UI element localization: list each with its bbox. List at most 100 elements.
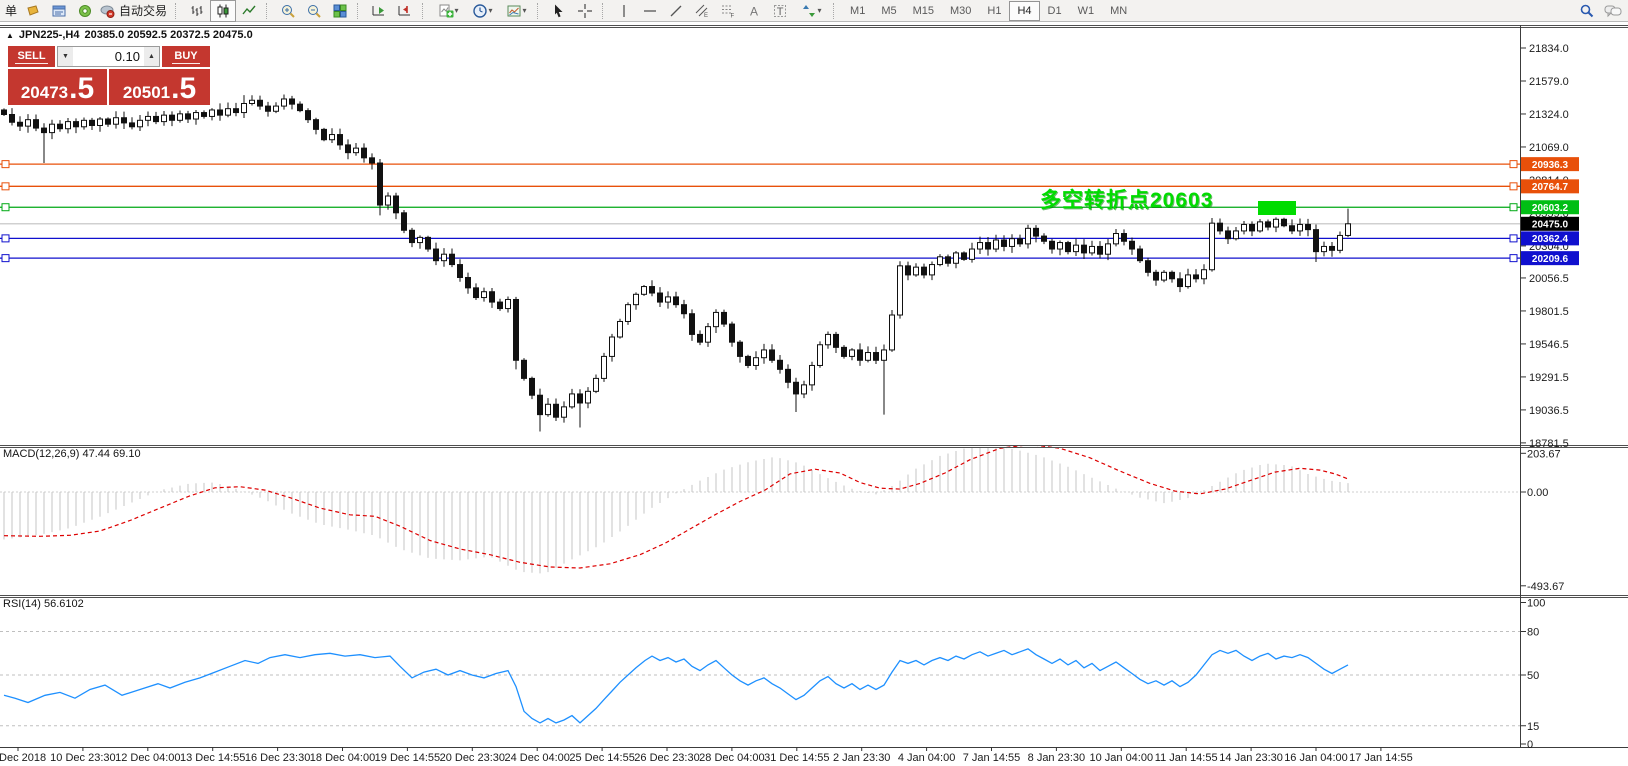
market-watch-icon <box>52 5 66 16</box>
cursor-button[interactable] <box>546 0 572 22</box>
volume-input[interactable] <box>73 47 144 66</box>
autotrading-button[interactable]: 自动交易 <box>98 0 171 22</box>
toolbar: 单 自动交易 ▾ ▾ <box>0 0 1628 22</box>
chart-symbol-period: JPN225-,H4 <box>18 29 80 41</box>
svg-text:16 Jan 04:00: 16 Jan 04:00 <box>1284 752 1348 764</box>
svg-text:25 Dec 14:55: 25 Dec 14:55 <box>569 752 634 764</box>
svg-text:17 Jan 14:55: 17 Jan 14:55 <box>1349 752 1413 764</box>
svg-text:21579.0: 21579.0 <box>1529 76 1569 88</box>
svg-text:19036.5: 19036.5 <box>1529 405 1569 417</box>
zoom-out-icon <box>308 4 321 18</box>
timeframe-button-h4[interactable]: H4 <box>1009 0 1040 21</box>
svg-text:20936.3: 20936.3 <box>1532 160 1569 171</box>
svg-text:50: 50 <box>1527 670 1539 682</box>
timeframe-button-w1[interactable]: W1 <box>1077 4 1095 17</box>
timeframe-button-h1[interactable]: H1 <box>987 4 1002 17</box>
cursor-icon <box>555 4 563 17</box>
axes: 21834.021579.021324.021069.020814.020559… <box>0 25 1628 764</box>
svg-text:19 Dec 14:55: 19 Dec 14:55 <box>375 752 440 764</box>
svg-text:0: 0 <box>1527 739 1533 751</box>
svg-text:A: A <box>750 4 758 18</box>
chart-ohlc-values: 20385.0 20592.5 20372.5 20475.0 <box>84 29 253 41</box>
svg-text:24 Dec 04:00: 24 Dec 04:00 <box>504 752 569 764</box>
search-icon <box>1580 4 1594 17</box>
svg-text:19291.5: 19291.5 <box>1529 372 1569 384</box>
clock-icon <box>472 3 487 18</box>
timeframe-button-mn[interactable]: MN <box>1110 4 1128 17</box>
zoom-out-button[interactable] <box>301 0 327 22</box>
svg-text:20362.4: 20362.4 <box>1532 234 1569 245</box>
text-label-button[interactable]: T <box>767 0 793 22</box>
buy-button-label: BUY <box>172 49 200 64</box>
timeframe-button-m30[interactable]: M30 <box>950 4 972 17</box>
svg-text:7 Dec 2018: 7 Dec 2018 <box>0 752 46 764</box>
chevron-down-icon: ▾ <box>488 5 493 15</box>
collapse-triangle-icon[interactable]: ▲ <box>6 30 14 40</box>
signals-button[interactable] <box>72 0 98 22</box>
volume-decrease-button[interactable]: ▼ <box>58 47 73 66</box>
timeframe-button-m15[interactable]: M15 <box>912 4 934 17</box>
macd-pane <box>0 446 1520 574</box>
chat-icon <box>1604 5 1622 17</box>
sell-price-button[interactable]: 20473 .5 <box>8 69 107 105</box>
chart-shift-icon <box>398 5 411 15</box>
chart-shift-button[interactable] <box>392 0 418 22</box>
zoom-in-button[interactable] <box>275 0 301 22</box>
periods-button[interactable]: ▾ <box>465 0 499 22</box>
search-button[interactable] <box>1574 0 1600 22</box>
svg-text:80: 80 <box>1527 627 1539 639</box>
text-a-icon: A <box>750 4 758 18</box>
auto-scroll-icon <box>372 5 385 15</box>
annotation-text[interactable]: 多空转折点20603 <box>1040 189 1214 212</box>
vertical-line-button[interactable] <box>611 0 637 22</box>
svg-text:20 Dec 23:30: 20 Dec 23:30 <box>440 752 505 764</box>
trendline-button[interactable] <box>663 0 689 22</box>
market-watch-button[interactable] <box>46 0 72 22</box>
templates-button[interactable]: ▾ <box>499 0 533 22</box>
tile-windows-button[interactable] <box>327 0 353 22</box>
toolbar-separator <box>266 2 271 19</box>
bar-chart-button[interactable] <box>184 0 210 22</box>
sell-button-label: SELL <box>15 49 48 64</box>
green-rectangle-object[interactable] <box>1258 201 1296 215</box>
candlestick-chart-button[interactable] <box>210 0 237 22</box>
autotrading-icon <box>100 5 115 18</box>
fibonacci-button[interactable]: F <box>715 0 741 22</box>
svg-text:15: 15 <box>1527 721 1539 733</box>
horizontal-line-icon <box>644 9 657 12</box>
toolbar-separator <box>602 2 607 19</box>
arrows-button[interactable]: ▾ <box>793 0 829 22</box>
sell-button[interactable]: SELL <box>8 46 55 67</box>
svg-text:26 Dec 23:30: 26 Dec 23:30 <box>634 752 699 764</box>
crosshair-button[interactable] <box>572 0 598 22</box>
equidistant-channel-button[interactable]: E <box>689 0 715 22</box>
volume-control: ▼ ▲ <box>57 46 160 67</box>
horizontal-line-button[interactable] <box>637 0 663 22</box>
buy-button[interactable]: BUY <box>162 46 210 67</box>
line-chart-button[interactable] <box>236 0 262 22</box>
chat-button[interactable] <box>1600 0 1626 22</box>
indicators-button[interactable]: ▾ <box>431 0 465 22</box>
text-label-icon: T <box>774 4 787 18</box>
svg-text:E: E <box>704 13 708 19</box>
timeframe-group: M1 M5 M15 M30 H1 H4 D1 W1 MN <box>842 0 1135 21</box>
rsi-label: RSI(14) 56.6102 <box>3 598 84 610</box>
text-button[interactable]: A <box>741 0 767 22</box>
timeframe-button-m1[interactable]: M1 <box>850 4 866 17</box>
auto-scroll-button[interactable] <box>366 0 392 22</box>
svg-text:21834.0: 21834.0 <box>1529 43 1569 55</box>
one-click-trading-panel: SELL ▼ ▲ BUY 20473 .5 20501 .5 <box>8 46 210 105</box>
buy-price-button[interactable]: 20501 .5 <box>109 69 210 105</box>
volume-increase-button[interactable]: ▲ <box>144 47 159 66</box>
svg-text:8 Jan 23:30: 8 Jan 23:30 <box>1028 752 1086 764</box>
sell-price-main: 20473 <box>20 83 69 102</box>
timeframe-button-d1[interactable]: D1 <box>1047 4 1062 17</box>
svg-text:4 Jan 04:00: 4 Jan 04:00 <box>898 752 956 764</box>
triangle-down-icon: ▼ <box>62 53 69 60</box>
new-order-button[interactable] <box>20 0 46 22</box>
arrows-icon <box>802 4 815 17</box>
svg-text:19801.5: 19801.5 <box>1529 306 1569 318</box>
timeframe-button-m5[interactable]: M5 <box>881 4 897 17</box>
